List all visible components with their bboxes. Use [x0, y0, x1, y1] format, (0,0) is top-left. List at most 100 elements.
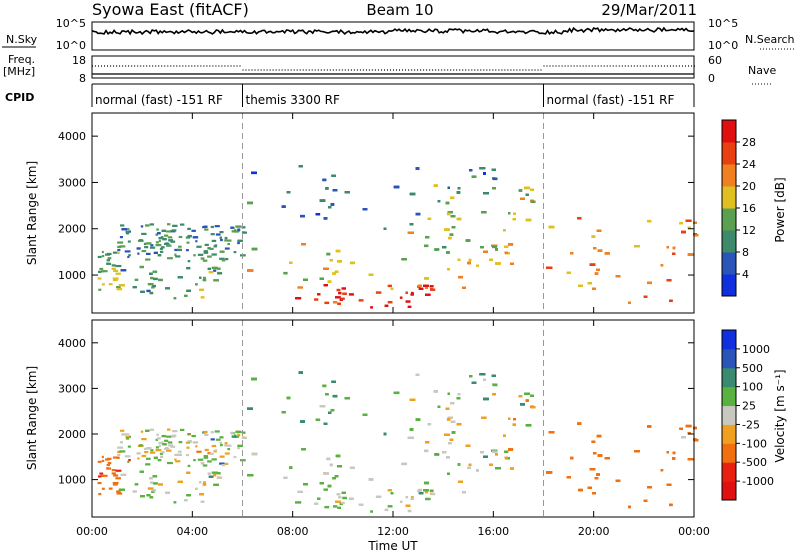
power-cell	[120, 269, 127, 272]
power-cell	[510, 262, 514, 265]
power-cell	[447, 268, 450, 271]
velocity-cell	[330, 408, 335, 412]
velocity-cell	[192, 441, 199, 444]
velocity-cell	[348, 497, 354, 500]
power-cell	[125, 230, 130, 233]
velocity-cell	[209, 452, 214, 455]
power-cell	[492, 177, 498, 181]
velocity-cell	[418, 492, 424, 495]
velocity-cell	[546, 471, 553, 474]
power-cell	[448, 236, 452, 240]
velocity-cell	[577, 422, 582, 425]
velocity-cell	[449, 438, 454, 441]
velocity-cell	[101, 487, 105, 490]
velocity-cell	[202, 483, 207, 486]
nsearch-label: N.Search	[745, 33, 795, 46]
nsearch-max: 10^5	[708, 17, 738, 30]
velocity-cell	[187, 440, 192, 443]
power-cell	[415, 167, 420, 170]
power-cell	[332, 189, 338, 192]
power-cell	[681, 230, 686, 234]
power-cell	[152, 284, 156, 288]
power-colorbar: 4 8 12 16 20 24 28	[721, 119, 756, 297]
power-cell	[666, 279, 672, 282]
power-bar-tick-label: 16	[742, 202, 756, 215]
velocity-cell	[211, 471, 218, 474]
velocity-cell	[495, 453, 498, 456]
power-cell	[281, 205, 286, 208]
velocity-cell	[150, 481, 154, 484]
velocity-cell	[207, 472, 211, 475]
power-bar-tick-label: 20	[742, 180, 756, 193]
velocity-cell	[587, 486, 592, 489]
velocity-cell	[483, 397, 489, 401]
velocity-cell	[479, 373, 486, 376]
power-cell	[425, 236, 430, 239]
power-bar-tick-label: 8	[742, 246, 749, 259]
power-cell	[246, 201, 253, 205]
velocity-cell	[591, 440, 596, 443]
power-cell	[152, 270, 158, 273]
velocity-cell	[451, 431, 456, 434]
power-cell	[326, 252, 331, 256]
velocity-cell	[480, 450, 484, 454]
power-cell	[491, 244, 498, 247]
velocity-cell	[237, 433, 241, 436]
power-cell	[145, 224, 150, 227]
cpid-label: CPID	[5, 91, 34, 104]
velocity-cell	[117, 450, 122, 454]
velocity-cell	[375, 495, 382, 498]
power-cell	[124, 228, 130, 231]
velocity-cell	[358, 503, 364, 506]
power-cell	[467, 261, 471, 265]
power-cell	[160, 236, 164, 239]
velocity-cell	[155, 438, 158, 441]
velocity-cell	[116, 490, 121, 493]
velocity-cell	[471, 381, 477, 384]
y-tick-label: 1000	[58, 474, 86, 487]
power-cell	[99, 267, 104, 271]
velocity-cell	[362, 413, 368, 416]
velocity-cell	[447, 472, 450, 475]
power-cell	[210, 233, 215, 236]
velocity-cell	[450, 420, 456, 423]
velocity-cell	[219, 462, 225, 465]
velocity-bar-tick-label: -500	[742, 456, 767, 469]
power-cell	[125, 232, 130, 235]
velocity-cell	[127, 460, 130, 463]
velocity-cell	[666, 483, 672, 486]
velocity-cell	[214, 449, 218, 452]
power-bar-swatch	[722, 186, 736, 209]
nsky-label: N.Sky	[6, 33, 38, 46]
velocity-cell	[324, 505, 330, 509]
power-cell	[328, 206, 332, 209]
power-cell	[504, 245, 509, 248]
velocity-cell	[491, 374, 496, 377]
velocity-cell	[383, 432, 387, 436]
power-cell	[185, 236, 191, 239]
power-cell	[112, 251, 119, 254]
power-cell	[214, 244, 218, 247]
power-cell	[159, 250, 164, 253]
y-tick-label: 4000	[58, 130, 86, 143]
power-cell	[424, 286, 428, 289]
velocity-cell	[504, 450, 509, 453]
power-cell	[195, 240, 198, 243]
power-cell	[108, 283, 113, 286]
power-cell	[341, 297, 345, 300]
velocity-cell	[401, 462, 407, 466]
power-cell	[208, 271, 214, 274]
power-cell	[444, 228, 450, 231]
velocity-cell	[334, 475, 339, 478]
velocity-cell	[566, 476, 571, 479]
power-bar-tick-label: 24	[742, 158, 756, 171]
power-cell	[457, 187, 461, 190]
velocity-cell	[101, 455, 104, 459]
velocity-cell	[301, 448, 306, 451]
power-cell	[446, 251, 450, 254]
velocity-cell	[145, 447, 152, 450]
x-tick-label: 00:00	[678, 525, 710, 538]
power-bar-swatch	[722, 164, 736, 187]
power-cell	[672, 252, 676, 255]
velocity-cell	[407, 436, 414, 439]
